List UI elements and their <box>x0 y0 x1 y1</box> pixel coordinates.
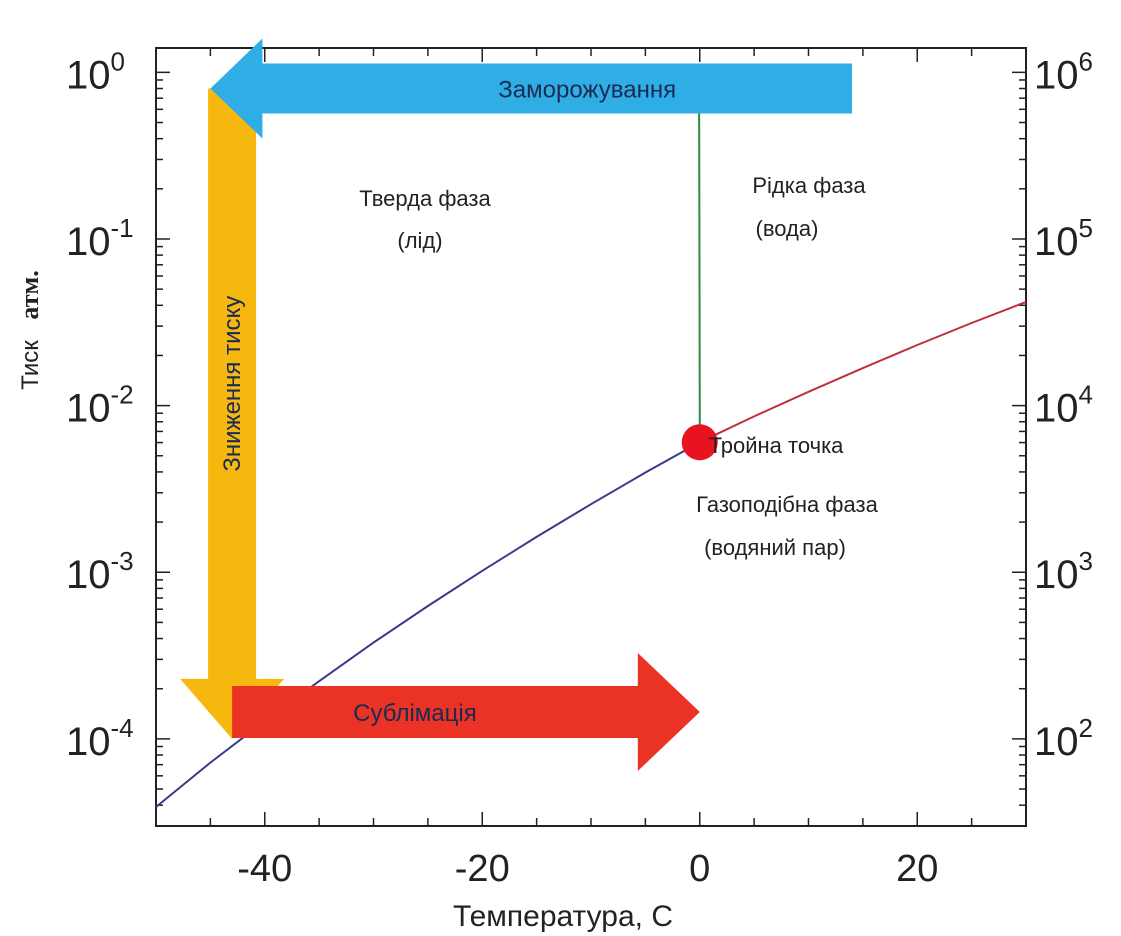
phase-region-sublabel: (вода) <box>756 216 819 241</box>
sublimation-arrow-label: Сублімація <box>353 700 477 727</box>
y-tick-label-right: 105 <box>1034 213 1093 264</box>
y-tick-label-left: 10-2 <box>66 380 134 431</box>
triple-point-marker <box>681 424 718 461</box>
y-tick-label-left: 10-4 <box>66 713 134 764</box>
phase-region-sublabel: (лід) <box>397 228 442 253</box>
pressure-drop-arrow <box>180 88 285 739</box>
tick-labels: -40 -20 0 20 100 10-1 10-2 10-3 10-4 106 105 104 103… <box>66 46 1093 890</box>
y-tick-label-left: 100 <box>66 46 125 97</box>
freezing-arrow <box>210 38 852 139</box>
x-tick-label: 0 <box>689 848 710 890</box>
y-tick-label-left: 10-1 <box>66 213 134 264</box>
phase-region-sublabel: (водяний пар) <box>704 535 846 560</box>
y-tick-label-right: 106 <box>1034 46 1093 97</box>
phase-region-label: Тверда фаза <box>359 186 491 211</box>
triple-point-label: Тройна точка <box>709 433 845 458</box>
svg-text:Тиск атм.: Тиск атм. <box>15 270 44 390</box>
freezing-arrow-label: Заморожування <box>498 76 676 103</box>
pressure-drop-arrow-label: Зниження тиску <box>219 296 246 472</box>
phase-curve-line <box>699 300 1027 444</box>
phase-curve-line <box>698 72 701 443</box>
phase-region-label: Газоподібна фаза <box>696 492 878 517</box>
tick-marks <box>155 48 1027 827</box>
x-tick-label: 20 <box>896 848 938 890</box>
y-axis-title-unit: атм. <box>15 270 44 319</box>
y-tick-label-right: 103 <box>1034 546 1093 597</box>
y-tick-label-right: 104 <box>1034 380 1093 431</box>
sublimation-arrow <box>232 653 700 771</box>
y-axis-title-main: Тиск <box>17 340 44 390</box>
process-arrows: Зниження тиску Сублімація Заморожування <box>180 38 852 771</box>
y-tick-label-right: 102 <box>1034 713 1093 764</box>
y-tick-label-left: 10-3 <box>66 546 134 597</box>
phase-region-label: Рідка фаза <box>752 173 866 198</box>
y-axis-title: Тиск атм. <box>15 270 44 390</box>
phase-region-labels: Тверда фаза (лід) Рідка фаза (вода) Газоподі… <box>359 173 878 560</box>
x-tick-label: -40 <box>237 848 292 890</box>
x-axis-title: Температура, С <box>453 900 673 933</box>
x-tick-label: -20 <box>455 848 510 890</box>
